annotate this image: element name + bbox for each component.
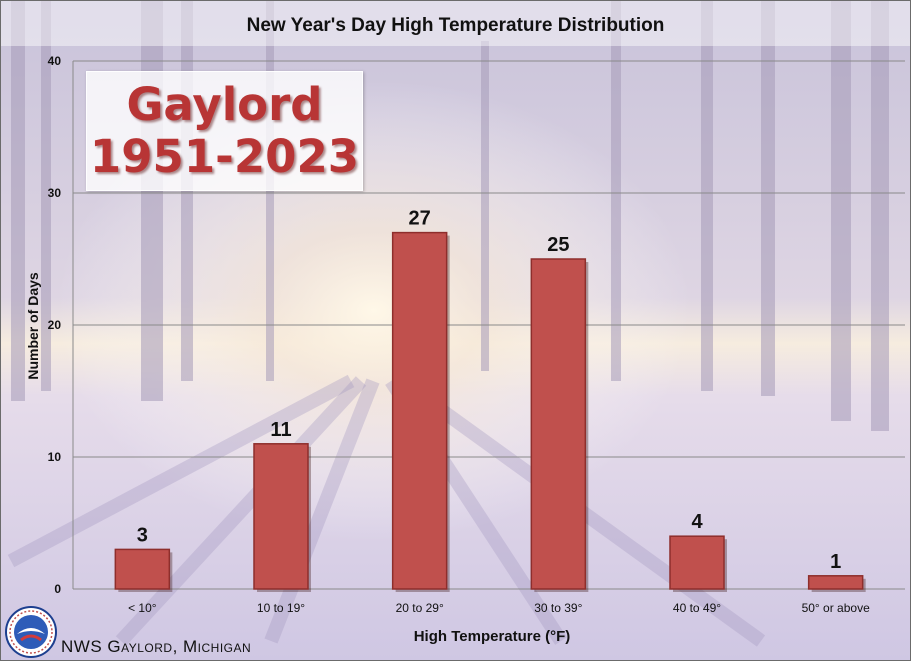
x-tick-label: 10 to 19° [257, 601, 305, 615]
x-tick-label: 30 to 39° [534, 601, 582, 615]
x-tick-label: 20 to 29° [396, 601, 444, 615]
bar [114, 548, 171, 590]
data-label: 25 [547, 234, 569, 256]
bar [530, 258, 587, 590]
data-label: 27 [409, 208, 431, 230]
bar [253, 443, 309, 590]
y-axis-label: Number of Days [25, 272, 41, 380]
footer-credit: NWS Gaylord, Michigan [61, 637, 252, 656]
y-axis: 0 10 20 30 40 [48, 54, 74, 596]
y-tick-label: 10 [48, 450, 62, 464]
y-tick-label: 30 [48, 186, 62, 200]
bar [807, 575, 864, 590]
stamp-years: 1951-2023 [89, 130, 360, 183]
gridlines [73, 60, 905, 590]
x-axis: < 10° 10 to 19° 20 to 29° 30 to 39° 40 to 49… [128, 601, 870, 615]
station-stamp: Gaylord 1951-2023 [86, 71, 363, 191]
data-label: 11 [270, 419, 291, 441]
data-label: 1 [830, 551, 841, 573]
bars: 3 11 27 25 4 1 [114, 208, 866, 592]
y-tick-label: 40 [48, 54, 62, 68]
y-tick-label: 20 [48, 318, 62, 332]
x-axis-label: High Temperature (°F) [414, 628, 571, 645]
nws-logo-icon [5, 606, 57, 658]
x-tick-label: < 10° [128, 601, 157, 615]
bar [669, 535, 725, 590]
x-tick-label: 40 to 49° [673, 601, 721, 615]
stamp-city: Gaylord [126, 78, 323, 131]
data-label: 4 [691, 511, 703, 533]
bar [391, 231, 448, 590]
data-label: 3 [137, 524, 148, 546]
x-tick-label: 50° or above [802, 601, 871, 615]
chart-title: New Year's Day High Temperature Distribu… [246, 15, 665, 36]
y-tick-label: 0 [54, 582, 61, 596]
